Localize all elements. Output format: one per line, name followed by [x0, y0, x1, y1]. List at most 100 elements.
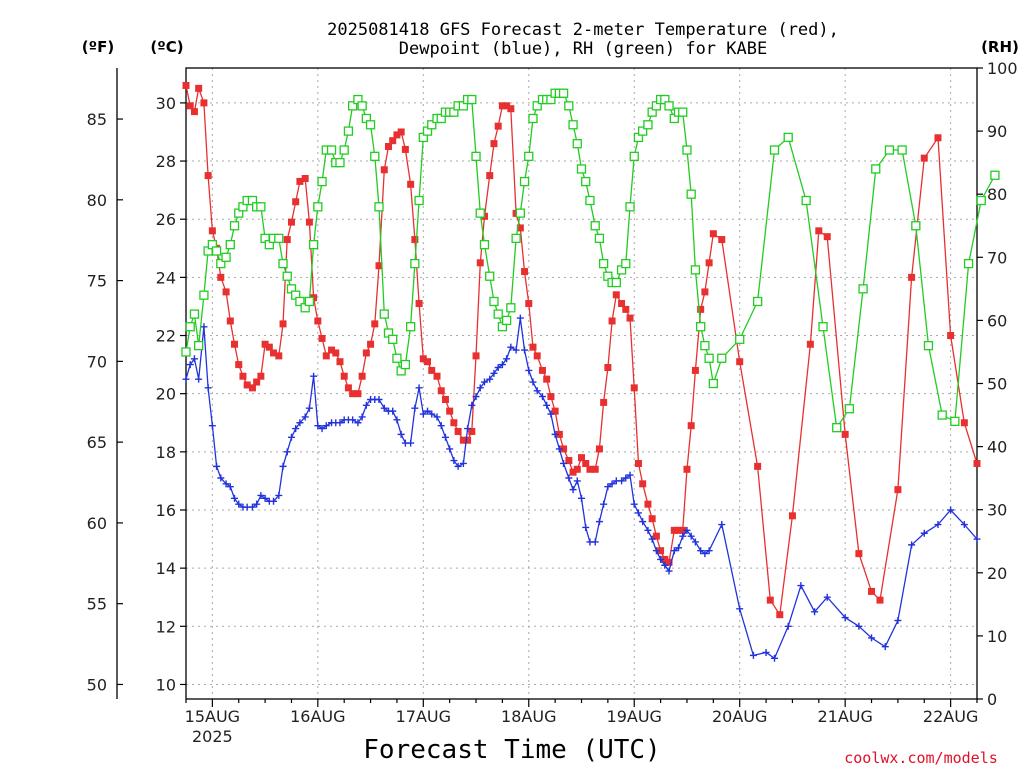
rh-point	[832, 423, 842, 433]
dewpoint-point	[433, 413, 441, 421]
dewpoint-point	[275, 491, 283, 499]
celsius-tick-label: 12	[156, 617, 176, 636]
rh-point	[700, 340, 710, 351]
dewpoint-point	[358, 413, 366, 421]
dewpoint-line	[185, 318, 978, 660]
rh-tick-label: 60	[987, 311, 1007, 330]
dewpoint-point	[762, 648, 770, 656]
temperature-point	[441, 395, 449, 403]
rh-point	[594, 233, 605, 244]
rh-point	[489, 296, 499, 307]
temperature-point	[591, 465, 599, 473]
rh-point	[664, 101, 674, 111]
dewpoint-point	[823, 593, 831, 601]
celsius-tick-label: 22	[156, 327, 176, 346]
rh-point	[783, 132, 793, 143]
temperature-point	[661, 555, 669, 563]
temperature-point	[551, 407, 559, 415]
dewpoint-point	[679, 532, 687, 540]
temperature-point	[507, 105, 515, 113]
rh-point	[295, 296, 305, 307]
plot-frame	[185, 67, 978, 700]
temperature-point	[450, 419, 458, 427]
temperature-point	[608, 317, 616, 325]
temperature-point	[253, 378, 261, 386]
temperature-point	[384, 143, 392, 151]
rh-point	[752, 296, 763, 307]
rh-point	[558, 88, 569, 98]
dewpoint-point	[797, 582, 805, 590]
dewpoint-point	[533, 387, 541, 395]
dewpoint-point	[687, 532, 695, 540]
temperature-point	[362, 349, 370, 357]
dewpoint-point	[652, 547, 660, 555]
temperature-point	[464, 436, 472, 444]
temperature-point	[186, 102, 194, 110]
dewpoint-point	[494, 364, 502, 372]
dewpoint-point	[691, 538, 699, 546]
rh-point	[519, 176, 530, 187]
dewpoint-point	[437, 422, 445, 430]
temperature-point	[604, 364, 612, 372]
dewpoint-point	[960, 521, 968, 529]
dewpoint-point	[253, 500, 261, 508]
dewpoint-point	[675, 544, 683, 552]
temperature-point	[401, 145, 409, 153]
temperature-point	[490, 140, 498, 148]
dewpoint-point	[261, 494, 269, 502]
rh-point	[410, 258, 420, 269]
fahrenheit-tick-label: 50	[87, 675, 107, 694]
rh-point	[990, 170, 1000, 180]
temperature-point	[675, 526, 683, 534]
dewpoint-point	[697, 547, 705, 555]
rh-point	[185, 322, 195, 332]
fahrenheit-tick-label: 75	[87, 272, 107, 291]
dewpoint-point	[204, 384, 212, 392]
dewpoint-point	[503, 355, 511, 363]
dewpoint-point	[480, 378, 488, 386]
dewpoint-point	[468, 401, 476, 409]
temperature-point	[407, 180, 415, 188]
rh-point	[585, 195, 595, 206]
temperature-point	[275, 352, 283, 360]
temperature-point	[516, 224, 524, 232]
temperature-point	[292, 198, 300, 206]
dewpoint-point	[397, 430, 405, 438]
rh-point	[256, 202, 266, 212]
dewpoint-point	[947, 506, 955, 514]
rh-point	[343, 126, 354, 136]
rh-point	[818, 322, 828, 332]
dewpoint-point	[718, 521, 726, 529]
rh-point	[532, 101, 542, 111]
rh-point	[379, 309, 389, 319]
rh-point	[317, 176, 327, 187]
temperature-point	[776, 611, 784, 619]
temperature-point	[190, 108, 198, 116]
temperature-point	[328, 346, 336, 354]
dewpoint-point	[486, 375, 494, 383]
temperature-point	[498, 102, 506, 110]
dewpoint-point	[701, 550, 709, 558]
series-layer	[181, 81, 1000, 662]
temperature-point	[476, 259, 484, 267]
temperature-point	[630, 384, 638, 392]
grid-lines	[186, 68, 977, 699]
rh-point	[339, 145, 349, 155]
temperature-point	[428, 366, 436, 374]
rh-point	[365, 120, 376, 130]
dewpoint-point	[600, 500, 608, 508]
temperature-point	[208, 227, 216, 235]
rh-tick-label: 20	[987, 564, 1007, 583]
dewpoint-point	[657, 555, 665, 563]
rh-point	[427, 120, 437, 130]
dewpoint-point	[670, 547, 678, 555]
x-year-label: 2025	[192, 727, 233, 746]
dewpoint-point	[582, 523, 590, 531]
temperature-point	[200, 99, 208, 107]
dewpoint-point	[222, 480, 230, 488]
temperature-point	[665, 558, 673, 566]
temperature-series	[182, 81, 981, 619]
temperature-point	[578, 454, 585, 462]
dewpoint-point	[908, 541, 916, 549]
dewpoint-point	[208, 422, 216, 430]
